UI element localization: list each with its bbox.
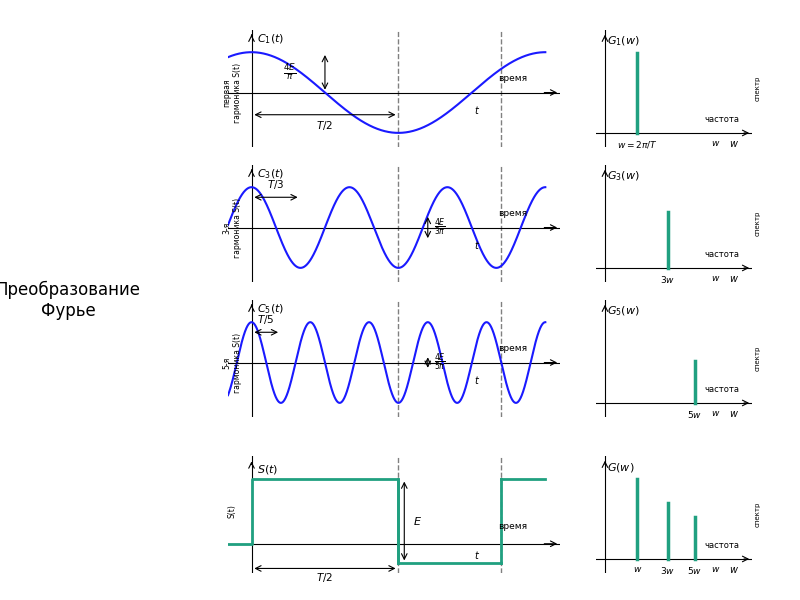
Text: $G_3(w)$: $G_3(w)$: [606, 170, 639, 183]
Text: $3w$: $3w$: [660, 565, 675, 575]
Text: спектр: спектр: [755, 76, 761, 101]
Text: Преобразование
Фурье: Преобразование Фурье: [0, 280, 141, 320]
Text: $w$: $w$: [711, 274, 721, 283]
Text: $G_5(w)$: $G_5(w)$: [606, 305, 639, 318]
Text: $G_1(w)$: $G_1(w)$: [606, 35, 639, 48]
Text: t: t: [474, 376, 478, 386]
Text: спектр: спектр: [755, 211, 761, 236]
Text: время: время: [498, 521, 527, 530]
Text: $C_1(t)$: $C_1(t)$: [258, 33, 285, 46]
Text: $C_3(t)$: $C_3(t)$: [258, 168, 285, 181]
Text: $E$: $E$: [413, 515, 422, 527]
Text: t: t: [474, 106, 478, 116]
Text: $\frac{4E}{\pi}$: $\frac{4E}{\pi}$: [283, 62, 296, 83]
Text: $w$: $w$: [711, 565, 721, 574]
Text: $S(t)$: $S(t)$: [258, 463, 278, 475]
Text: $w$: $w$: [729, 409, 739, 419]
Text: $5w$: $5w$: [687, 409, 702, 419]
Text: $w$: $w$: [729, 139, 739, 149]
Text: $w$: $w$: [729, 565, 739, 575]
Text: $5w$: $5w$: [687, 565, 702, 575]
Text: $w$: $w$: [711, 139, 721, 148]
Text: $C_5(t)$: $C_5(t)$: [258, 303, 285, 316]
Text: $\frac{4E}{3\pi}$: $\frac{4E}{3\pi}$: [434, 217, 446, 238]
Text: $w$: $w$: [633, 565, 642, 574]
Text: частота: частота: [705, 385, 739, 394]
Text: $w = 2\pi/T$: $w = 2\pi/T$: [617, 139, 658, 149]
Text: S(t): S(t): [228, 505, 237, 518]
Text: $\frac{4E}{5\pi}$: $\frac{4E}{5\pi}$: [434, 352, 446, 373]
Text: первая
гармоника S(t): первая гармоника S(t): [222, 62, 242, 122]
Text: спектр: спектр: [755, 502, 761, 527]
Text: $T/2$: $T/2$: [317, 571, 334, 584]
Text: частота: частота: [705, 541, 739, 550]
Text: частота: частота: [705, 250, 739, 259]
Text: $T/2$: $T/2$: [317, 119, 334, 132]
Text: 5-я
гармоника S(t): 5-я гармоника S(t): [222, 332, 242, 392]
Text: $T/3$: $T/3$: [267, 178, 285, 191]
Text: спектр: спектр: [755, 346, 761, 371]
Text: время: время: [498, 209, 527, 218]
Text: 3-я
гармоника S(t): 3-я гармоника S(t): [222, 197, 242, 257]
Text: время: время: [498, 74, 527, 83]
Text: $w$: $w$: [711, 409, 721, 418]
Text: t: t: [474, 241, 478, 251]
Text: частота: частота: [705, 115, 739, 124]
Text: $3w$: $3w$: [660, 274, 675, 284]
Text: t: t: [474, 551, 478, 561]
Text: $w$: $w$: [729, 274, 739, 284]
Text: время: время: [498, 344, 527, 353]
Text: $T/5$: $T/5$: [258, 313, 275, 326]
Text: $G(w)$: $G(w)$: [606, 461, 634, 473]
